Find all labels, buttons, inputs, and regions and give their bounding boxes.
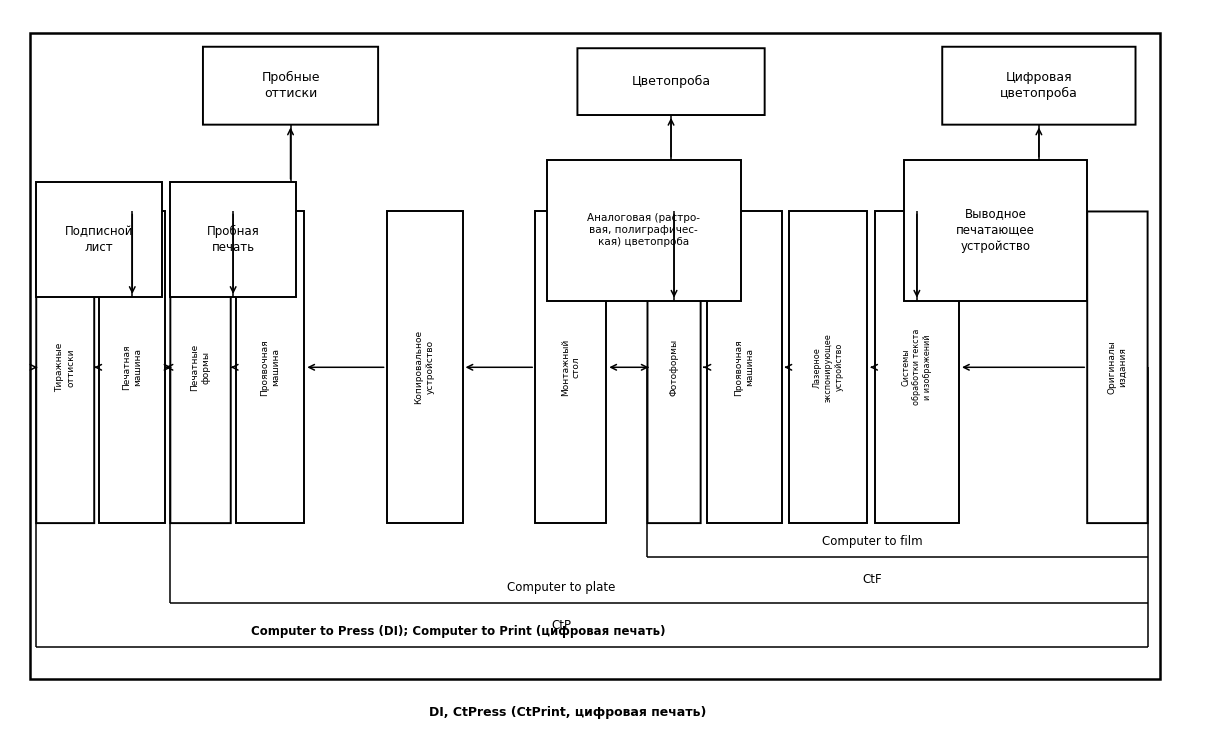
Text: DI, CtPress (CtPrint, цифровая печать): DI, CtPress (CtPrint, цифровая печать) [429, 706, 707, 719]
Text: Копировальное
устройство: Копировальное устройство [414, 330, 435, 404]
FancyBboxPatch shape [535, 211, 606, 523]
Text: Computer to film: Computer to film [823, 534, 923, 548]
FancyBboxPatch shape [547, 160, 741, 301]
FancyBboxPatch shape [707, 211, 782, 523]
Text: CtF: CtF [863, 573, 882, 586]
Text: Цифровая
цветопроба: Цифровая цветопроба [1000, 71, 1078, 100]
Text: Системы
обработки текста
и изображений: Системы обработки текста и изображений [901, 329, 933, 405]
Text: Тиражные
оттиски: Тиражные оттиски [56, 343, 75, 392]
Text: Выводное
печатающее
устройство: Выводное печатающее устройство [956, 208, 1035, 252]
FancyBboxPatch shape [647, 211, 701, 523]
FancyBboxPatch shape [236, 211, 304, 523]
Text: Проявочная
машина: Проявочная машина [734, 339, 754, 395]
Text: Цветопроба: Цветопроба [632, 75, 710, 88]
Text: Печатные
формы: Печатные формы [191, 344, 210, 391]
Text: Оригиналы
издания: Оригиналы издания [1108, 341, 1127, 394]
FancyBboxPatch shape [36, 211, 94, 523]
Text: Монтажный
стол: Монтажный стол [561, 338, 581, 396]
Text: Фотоформы: Фотоформы [669, 339, 679, 395]
FancyBboxPatch shape [36, 182, 162, 297]
FancyBboxPatch shape [203, 47, 378, 125]
FancyBboxPatch shape [99, 211, 165, 523]
FancyBboxPatch shape [170, 211, 231, 523]
FancyBboxPatch shape [904, 160, 1087, 301]
FancyBboxPatch shape [789, 211, 867, 523]
FancyBboxPatch shape [30, 33, 1160, 679]
Text: Проявочная
машина: Проявочная машина [260, 339, 280, 395]
Text: Печатная
машина: Печатная машина [122, 344, 143, 390]
Text: Computer to plate: Computer to plate [507, 580, 615, 594]
FancyBboxPatch shape [1087, 211, 1148, 523]
FancyBboxPatch shape [942, 47, 1136, 125]
Text: Подписной
лист: Подписной лист [65, 225, 133, 254]
Text: Computer to Press (DI); Computer to Print (цифровая печать): Computer to Press (DI); Computer to Prin… [251, 625, 666, 638]
FancyBboxPatch shape [577, 48, 765, 115]
Text: Аналоговая (растро-
вая, полиграфичес-
кая) цветопроба: Аналоговая (растро- вая, полиграфичес- к… [587, 213, 701, 247]
FancyBboxPatch shape [387, 211, 463, 523]
Text: Лазерное
экспонирующее
устройство: Лазерное экспонирующее устройство [813, 333, 843, 401]
FancyBboxPatch shape [875, 211, 959, 523]
FancyBboxPatch shape [170, 182, 296, 297]
Text: Пробная
печать: Пробная печать [207, 225, 260, 254]
Text: Пробные
оттиски: Пробные оттиски [261, 71, 320, 100]
Text: CtP: CtP [551, 619, 571, 632]
